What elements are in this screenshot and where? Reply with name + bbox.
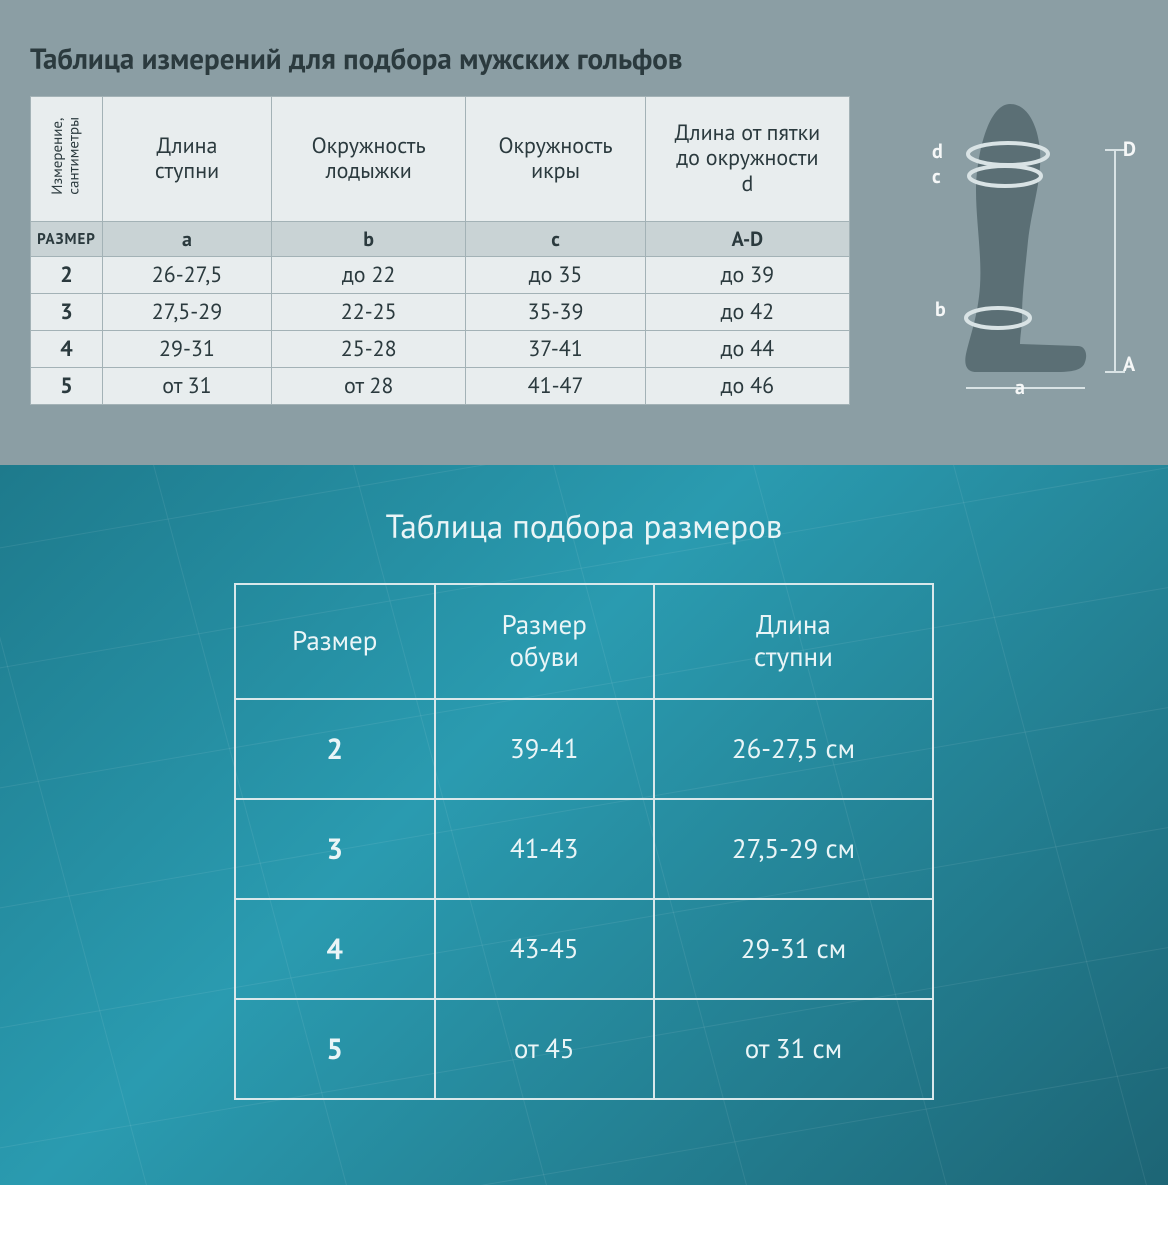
label-b-lower: b <box>935 296 946 322</box>
data-cell: от 31 см <box>654 999 933 1099</box>
leg-diagram: d c b a D A <box>880 96 1140 396</box>
size-title: Таблица подбора размеров <box>0 505 1168 548</box>
label-c-lower: c <box>932 163 941 189</box>
leg-svg <box>880 96 1140 396</box>
table-header-row: Размер Размеробуви Длинаступни <box>235 584 933 699</box>
data-cell: от 45 <box>435 999 654 1099</box>
data-cell: 41-43 <box>435 799 654 899</box>
data-cell: 43-45 <box>435 899 654 999</box>
table-row: 5 от 45 от 31 см <box>235 999 933 1099</box>
label-a-lower: a <box>1015 374 1025 400</box>
data-cell: от 31 <box>102 368 271 405</box>
table-header-row: Измерение,сантиметры Длинаступни Окружно… <box>31 97 850 222</box>
key-cell: a <box>102 222 271 257</box>
table-row: 4 29-31 25-28 37-41 до 44 <box>31 331 850 368</box>
data-cell: 39-41 <box>435 699 654 799</box>
size-cell: 4 <box>31 331 103 368</box>
data-cell: до 46 <box>645 368 849 405</box>
corner-cell: Измерение,сантиметры <box>31 97 103 222</box>
size-cell: 2 <box>235 699 435 799</box>
size-cell: 5 <box>235 999 435 1099</box>
size-cell: 5 <box>31 368 103 405</box>
data-cell: 35-39 <box>466 294 645 331</box>
col-header: Размер <box>235 584 435 699</box>
col-header: Окружностьлодыжки <box>272 97 466 222</box>
data-cell: 41-47 <box>466 368 645 405</box>
data-cell: 27,5-29 <box>102 294 271 331</box>
measurement-table-wrap: Измерение,сантиметры Длинаступни Окружно… <box>30 96 850 405</box>
size-cell: 4 <box>235 899 435 999</box>
size-table-wrap: Размер Размеробуви Длинаступни 2 39-41 2… <box>0 583 1168 1100</box>
label-d-lower: d <box>932 138 943 164</box>
table-row: 3 41-43 27,5-29 см <box>235 799 933 899</box>
data-cell: 29-31 <box>102 331 271 368</box>
data-cell: 26-27,5 см <box>654 699 933 799</box>
size-cell: 2 <box>31 257 103 294</box>
data-cell: 22-25 <box>272 294 466 331</box>
label-d-upper: D <box>1123 136 1136 162</box>
key-row: РАЗМЕР a b c A-D <box>31 222 850 257</box>
data-cell: от 28 <box>272 368 466 405</box>
data-cell: до 42 <box>645 294 849 331</box>
col-header: Длина от пяткидо окружностиd <box>645 97 849 222</box>
col-header: Окружностьикры <box>466 97 645 222</box>
size-cell: 3 <box>31 294 103 331</box>
data-cell: 29-31 см <box>654 899 933 999</box>
table-row: 2 39-41 26-27,5 см <box>235 699 933 799</box>
measurement-content: Измерение,сантиметры Длинаступни Окружно… <box>30 96 1138 405</box>
size-section: Таблица подбора размеров Размер Размероб… <box>0 465 1168 1185</box>
table-row: 3 27,5-29 22-25 35-39 до 42 <box>31 294 850 331</box>
table-row: 2 26-27,5 до 22 до 35 до 39 <box>31 257 850 294</box>
label-a-upper: A <box>1123 351 1135 377</box>
data-cell: до 22 <box>272 257 466 294</box>
data-cell: 27,5-29 см <box>654 799 933 899</box>
size-label: РАЗМЕР <box>31 222 103 257</box>
col-header: Длинаступни <box>654 584 933 699</box>
data-cell: до 35 <box>466 257 645 294</box>
data-cell: 37-41 <box>466 331 645 368</box>
corner-label: Измерение,сантиметры <box>50 111 83 201</box>
table-row: 4 43-45 29-31 см <box>235 899 933 999</box>
key-cell: b <box>272 222 466 257</box>
data-cell: до 39 <box>645 257 849 294</box>
data-cell: до 44 <box>645 331 849 368</box>
col-header: Длинаступни <box>102 97 271 222</box>
col-header: Размеробуви <box>435 584 654 699</box>
table-row: 5 от 31 от 28 41-47 до 46 <box>31 368 850 405</box>
data-cell: 25-28 <box>272 331 466 368</box>
data-cell: 26-27,5 <box>102 257 271 294</box>
key-cell: A-D <box>645 222 849 257</box>
measurement-table: Измерение,сантиметры Длинаступни Окружно… <box>30 96 850 405</box>
measurement-title: Таблица измерений для подбора мужских го… <box>30 40 1138 78</box>
size-table: Размер Размеробуви Длинаступни 2 39-41 2… <box>234 583 934 1100</box>
key-cell: c <box>466 222 645 257</box>
size-cell: 3 <box>235 799 435 899</box>
measurement-section: Таблица измерений для подбора мужских го… <box>0 0 1168 465</box>
